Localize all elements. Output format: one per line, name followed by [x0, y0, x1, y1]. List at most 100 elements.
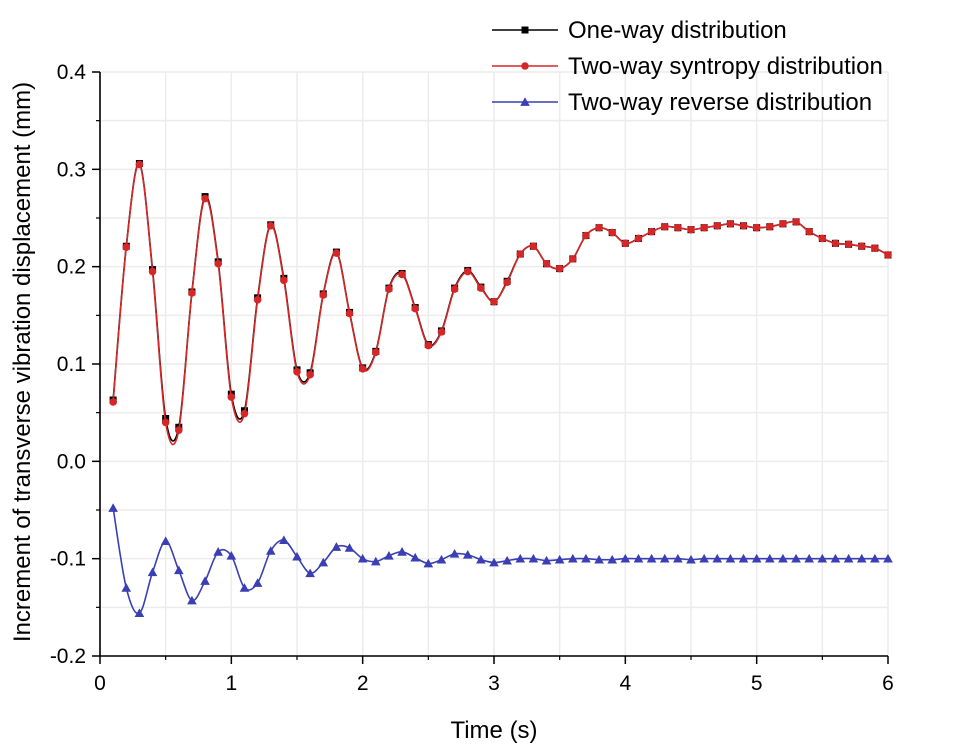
data-point — [857, 242, 866, 251]
data-point — [568, 553, 578, 563]
data-point — [647, 227, 656, 236]
x-tick-label: 3 — [488, 672, 500, 695]
data-point — [148, 267, 157, 276]
x-axis-title: Time (s) — [450, 717, 537, 744]
data-point — [699, 553, 709, 563]
series-line — [112, 163, 889, 446]
data-point — [134, 608, 145, 618]
data-point — [227, 393, 236, 401]
data-point — [700, 223, 708, 232]
data-point — [384, 550, 394, 560]
data-point — [175, 426, 183, 434]
legend-item-1: One-way distribution — [492, 17, 787, 44]
data-point — [766, 222, 774, 231]
data-point — [135, 160, 144, 169]
data-point — [595, 223, 603, 232]
legend-item-3: Two-way reverse distribution — [492, 89, 872, 116]
data-point — [528, 553, 539, 563]
data-point — [266, 221, 275, 230]
data-point — [252, 578, 263, 587]
data-point — [844, 240, 853, 249]
data-point — [253, 295, 262, 304]
data-point — [423, 558, 434, 568]
data-point — [555, 264, 564, 273]
data-point — [174, 565, 184, 575]
data-point — [411, 304, 420, 313]
data-point — [398, 270, 406, 279]
data-point — [738, 553, 749, 563]
plot-area — [108, 159, 893, 618]
legend-swatch-marker — [521, 26, 529, 34]
grid — [99, 71, 889, 657]
data-point — [463, 267, 472, 276]
data-point — [397, 547, 407, 556]
data-point — [541, 555, 552, 565]
data-point — [437, 328, 446, 336]
y-tick-label: 0.1 — [57, 353, 86, 376]
data-point — [292, 551, 302, 561]
data-point — [239, 583, 250, 592]
data-point — [870, 553, 880, 563]
data-point — [751, 553, 762, 563]
data-point — [424, 341, 433, 350]
legend: One-way distribution Two-way syntropy dis… — [492, 17, 883, 116]
data-point — [213, 547, 223, 556]
y-axis-title: Increment of transverse vibration displa… — [9, 82, 36, 642]
data-point — [108, 503, 118, 512]
legend-swatch-marker — [521, 62, 529, 70]
data-point — [883, 553, 893, 563]
data-point — [791, 553, 801, 563]
data-point — [332, 249, 341, 257]
data-point — [318, 557, 329, 567]
data-point — [344, 543, 355, 552]
data-point — [372, 348, 380, 357]
data-point — [436, 554, 447, 564]
data-point — [778, 553, 788, 563]
data-point — [226, 550, 237, 560]
data-point — [581, 553, 591, 563]
x-tick-label: 5 — [751, 672, 763, 695]
data-point — [502, 555, 512, 565]
data-point — [293, 367, 301, 376]
data-point — [725, 553, 736, 563]
x-tick-label: 6 — [882, 672, 894, 695]
x-tick-label: 2 — [357, 672, 369, 695]
data-point — [477, 284, 485, 292]
data-point — [674, 223, 682, 232]
legend-swatch-marker — [520, 97, 530, 106]
data-point — [306, 370, 314, 379]
data-point — [489, 557, 499, 567]
data-point — [569, 255, 577, 263]
data-point — [621, 239, 630, 248]
data-point — [673, 553, 683, 563]
data-point — [410, 552, 420, 562]
data-point — [265, 546, 276, 555]
legend-label: Two-way syntropy distribution — [568, 53, 883, 80]
data-point — [660, 222, 669, 231]
data-point — [280, 276, 288, 285]
data-point — [713, 221, 722, 230]
data-point — [214, 259, 222, 268]
data-point — [529, 242, 538, 251]
y-tick-label: 0.3 — [57, 158, 86, 181]
series-2 — [109, 160, 892, 446]
data-point — [161, 418, 170, 427]
data-point — [160, 536, 171, 545]
data-point — [726, 220, 735, 228]
data-point — [279, 535, 289, 545]
data-point — [765, 553, 775, 563]
data-point — [109, 398, 117, 406]
ticks: 0 1 2 3 4 5 6 -0.2 -0.1 0.0 0.1 0.2 0.3 0.4 — [50, 61, 894, 695]
y-tick-label: 0.4 — [57, 61, 87, 84]
x-tick-label: 1 — [225, 672, 237, 695]
data-point — [240, 409, 249, 418]
data-point — [752, 223, 761, 232]
data-point — [608, 228, 616, 237]
data-point — [542, 259, 551, 268]
data-point — [594, 554, 604, 564]
data-point — [687, 225, 695, 234]
data-point — [319, 291, 328, 299]
data-point — [450, 285, 459, 293]
x-tick-label: 0 — [94, 672, 106, 695]
data-point — [830, 553, 841, 563]
